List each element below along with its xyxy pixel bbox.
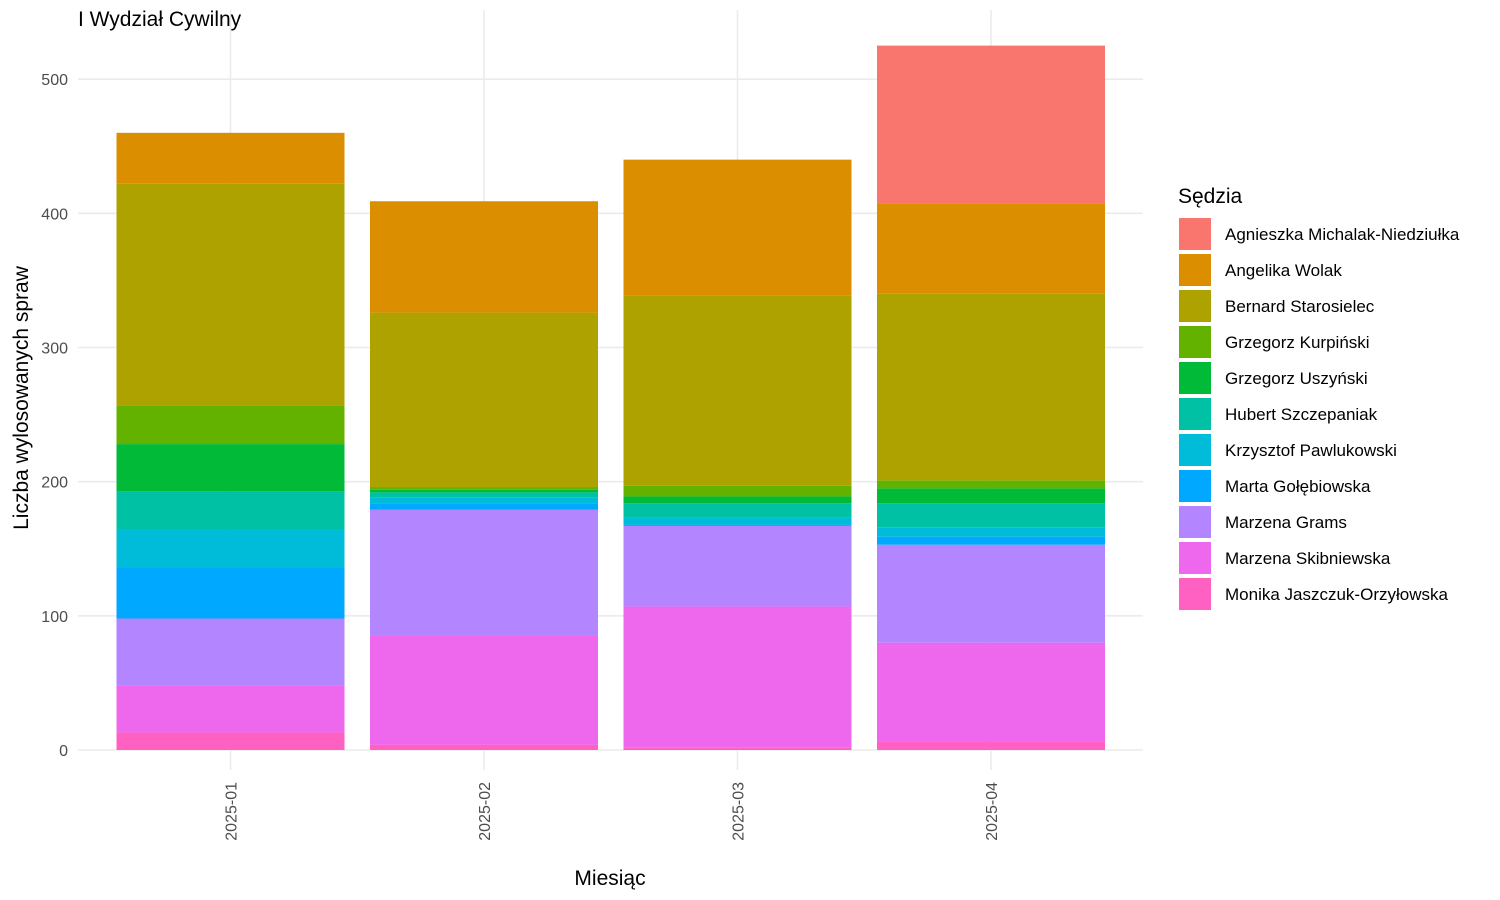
legend-key: [1179, 578, 1211, 610]
bar-segment: [623, 485, 852, 497]
y-tick-label: 300: [41, 340, 68, 357]
legend-key: [1179, 542, 1211, 574]
y-axis-title: Liczba wylosowanych spraw: [10, 265, 33, 530]
x-axis-ticks: 2025-01 2025-02 2025-03 2025-04: [224, 782, 1002, 841]
legend-label: Grzegorz Uszyński: [1225, 369, 1368, 388]
legend-label: Marzena Skibniewska: [1225, 549, 1391, 568]
bar-segment: [623, 524, 852, 526]
bar-segment: [116, 132, 345, 184]
legend-key: [1179, 254, 1211, 286]
bar-segment: [877, 741, 1105, 750]
bar-segment: [877, 527, 1105, 537]
bar-segment: [116, 732, 345, 750]
bar-segment: [370, 503, 598, 510]
legend-label: Bernard Starosielec: [1225, 297, 1375, 316]
bar-segment: [877, 536, 1105, 545]
bar-segment: [877, 45, 1105, 204]
bar-segment: [116, 685, 345, 733]
bar-segment: [623, 496, 852, 504]
legend-label: Grzegorz Kurpiński: [1225, 333, 1370, 352]
bar-segment: [877, 480, 1105, 489]
y-tick-label: 400: [41, 206, 68, 223]
x-tick-label: 2025-02: [477, 782, 494, 841]
bar-segment: [116, 444, 345, 492]
legend-key: [1179, 326, 1211, 358]
legend-label: Angelika Wolak: [1225, 261, 1342, 280]
bar-segment: [370, 744, 598, 750]
bar-segment: [877, 203, 1105, 294]
legend-label: Marzena Grams: [1225, 513, 1347, 532]
x-tick-label: 2025-01: [224, 782, 241, 841]
legend-key: [1179, 470, 1211, 502]
bar-segment: [116, 567, 345, 619]
bar-segment: [877, 503, 1105, 528]
bar-segment: [623, 525, 852, 607]
chart-title: I Wydział Cywilny: [78, 8, 242, 31]
bar-segment: [370, 509, 598, 636]
bar-segment: [623, 159, 852, 296]
legend-key: [1179, 290, 1211, 322]
legend-label: Agnieszka Michalak-Niedziułka: [1225, 225, 1460, 244]
bar-segment: [370, 487, 598, 490]
y-tick-label: 500: [41, 72, 68, 89]
x-tick-label: 2025-03: [731, 782, 748, 841]
bar-segment: [623, 503, 852, 518]
legend-key: [1179, 218, 1211, 250]
bar-segment: [877, 544, 1105, 643]
bar-segment: [623, 747, 852, 750]
bar-segment: [370, 201, 598, 313]
bar-segment: [370, 489, 598, 493]
legend-label: Marta Gołębiowska: [1225, 477, 1371, 496]
legend-key: [1179, 506, 1211, 538]
bar-segment: [370, 492, 598, 498]
bar-segment: [623, 606, 852, 748]
legend-label: Hubert Szczepaniak: [1225, 405, 1378, 424]
legend-title: Sędzia: [1178, 185, 1243, 208]
bar-segment: [116, 405, 345, 445]
legend-label: Monika Jaszczuk-Orzyłowska: [1225, 585, 1448, 604]
bar-segment: [116, 529, 345, 568]
legend-key: [1179, 362, 1211, 394]
y-tick-label: 0: [59, 743, 68, 760]
bar-segment: [877, 488, 1105, 504]
bar-segment: [623, 517, 852, 525]
legend-label: Krzysztof Pawlukowski: [1225, 441, 1397, 460]
legend: Sędzia Agnieszka Michalak-Niedziułka Ange…: [1178, 185, 1460, 610]
bar-segment: [116, 491, 345, 530]
bars: [116, 45, 1105, 750]
bar-segment: [370, 312, 598, 488]
bar-segment: [877, 293, 1105, 481]
x-axis-title: Miesiąc: [574, 867, 645, 890]
bar-segment: [116, 618, 345, 686]
legend-key: [1179, 398, 1211, 430]
bar-segment: [877, 642, 1105, 742]
y-axis-ticks: 0 100 200 300 400 500: [41, 72, 68, 760]
bar-segment: [623, 295, 852, 486]
bar-segment: [370, 635, 598, 745]
y-tick-label: 200: [41, 475, 68, 492]
y-tick-label: 100: [41, 609, 68, 626]
bar-segment: [370, 497, 598, 504]
x-tick-label: 2025-04: [984, 782, 1001, 841]
bar-segment: [116, 183, 345, 406]
legend-key: [1179, 434, 1211, 466]
